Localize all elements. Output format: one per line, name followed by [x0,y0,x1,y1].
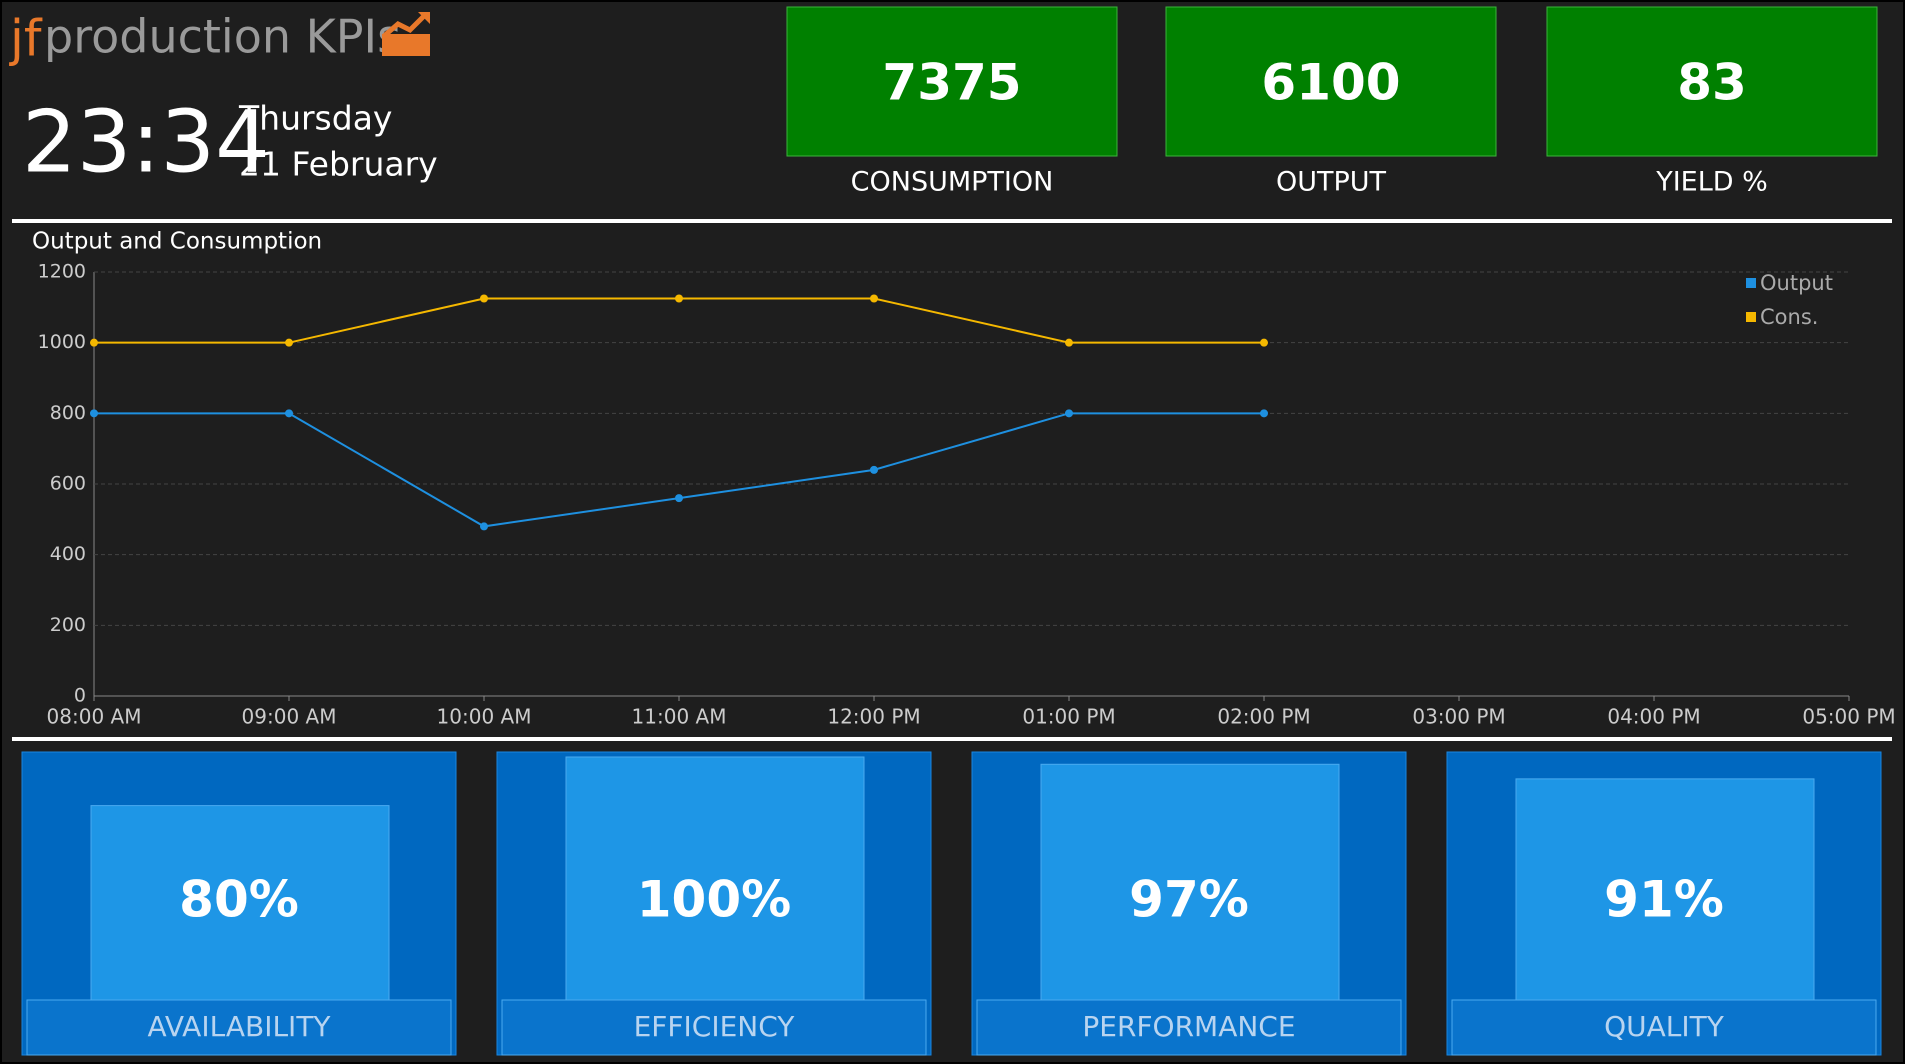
gauge-value: 91% [1604,871,1724,929]
gauge-value: 97% [1129,871,1249,929]
data-point [870,294,878,303]
gauge-label-band [1451,999,1877,1056]
data-point [90,338,98,347]
legend-swatch [1746,278,1756,288]
x-tick-label: 11:00 AM [632,705,727,729]
gauge-label: EFFICIENCY [634,1010,796,1043]
kpi-tile [1546,6,1878,157]
y-tick-label: 600 [50,473,86,495]
date: 21 February [239,145,438,184]
data-point [675,294,683,303]
x-tick-label: 09:00 AM [242,705,337,729]
x-tick-label: 02:00 PM [1217,705,1310,729]
logo: jf [9,10,43,68]
kpi-value: 83 [1677,54,1747,112]
data-point [90,409,98,418]
gauge-bar [1040,763,1340,1001]
kpi-tile [1165,6,1497,157]
data-point [675,494,683,503]
kpi-value: 6100 [1261,54,1400,112]
weekday: Thursday [238,99,392,138]
data-point [480,294,488,303]
gauge-value: 80% [179,871,299,929]
x-tick-label: 01:00 PM [1022,705,1115,729]
gauge-label-band [26,999,452,1056]
gauge-bar [565,756,865,1001]
gauge-value: 100% [637,871,791,929]
data-point [870,465,878,474]
data-point [285,338,293,347]
icon-trend [382,12,428,38]
x-tick-label: 10:00 AM [437,705,532,729]
kpi-tile [786,6,1118,157]
x-tick-label: 03:00 PM [1412,705,1505,729]
legend-swatch [1746,312,1756,322]
clock-time: 23:34 [22,92,270,192]
kpi-label: CONSUMPTION [851,167,1054,198]
data-point [1260,338,1268,347]
y-tick-label: 800 [50,402,86,424]
icon-arrow [418,12,430,24]
data-point [285,409,293,418]
data-point [480,522,488,531]
logo-icon [382,12,430,56]
kpi-label: OUTPUT [1276,167,1387,198]
gauge-label: AVAILABILITY [147,1010,331,1043]
gauge-label: QUALITY [1604,1010,1725,1043]
kpi-value: 7375 [882,54,1021,112]
gauge-bar [90,805,390,1001]
x-tick-label: 04:00 PM [1607,705,1700,729]
x-tick-label: 12:00 PM [827,705,920,729]
data-point [1065,338,1073,347]
y-tick-label: 1200 [38,261,86,283]
gauge-label-band [976,999,1402,1056]
gauge-label: PERFORMANCE [1082,1010,1295,1043]
app-title: production KPIs [44,10,401,64]
x-tick-label: 05:00 PM [1802,705,1895,729]
kpi-label: YIELD % [1655,167,1768,198]
y-tick-label: 200 [50,614,86,636]
x-tick-label: 08:00 AM [47,705,142,729]
chart-title: Output and Consumption [32,229,322,255]
y-tick-label: 400 [50,543,86,565]
data-point [1260,409,1268,418]
legend-label: Cons. [1760,305,1818,329]
icon-base [382,34,430,56]
data-point [1065,409,1073,418]
legend-label: Output [1760,271,1833,295]
y-tick-label: 1000 [38,331,86,353]
gauge-bar [1515,778,1815,1001]
y-tick-label: 0 [74,685,86,707]
gauge-label-band [501,999,927,1056]
